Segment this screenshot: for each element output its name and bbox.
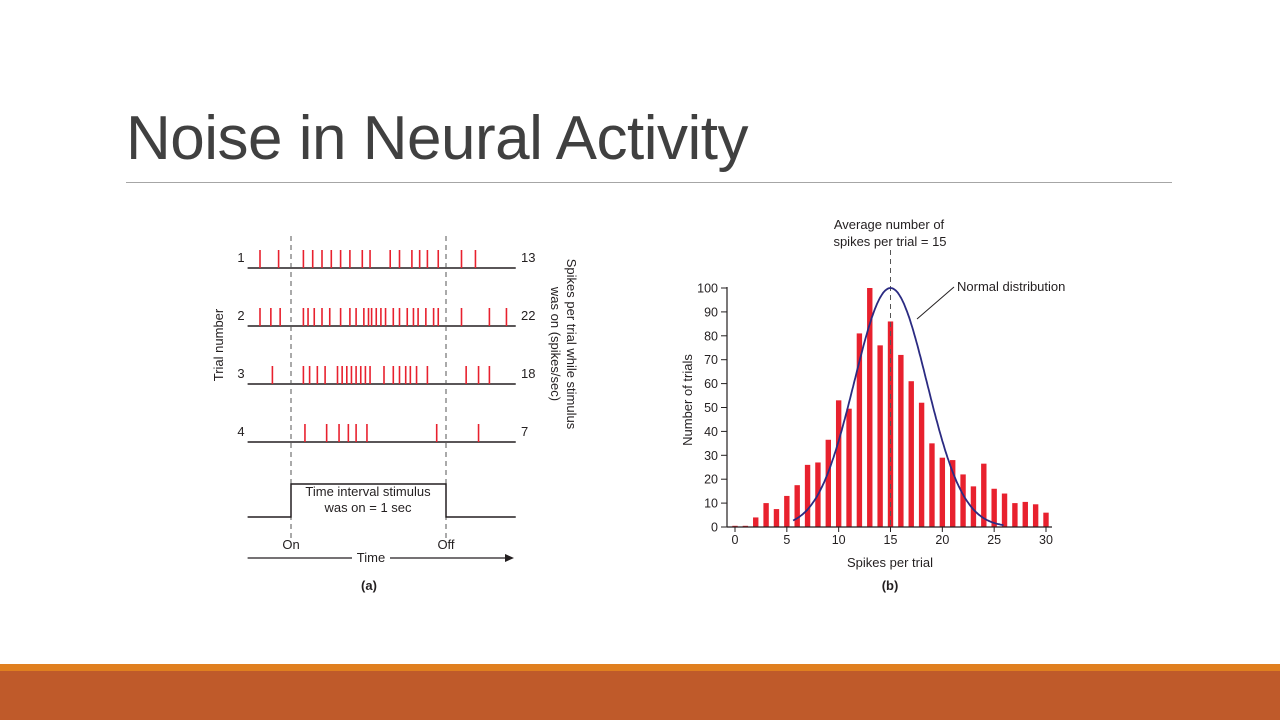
histogram-bar [846, 408, 852, 527]
stimulus-step-trace [247, 483, 516, 518]
x-tick-label: 15 [884, 533, 898, 547]
histogram-y-axis-label: Number of trials [680, 354, 695, 446]
raster-right-label-line-2: was on (spikes/sec) [548, 286, 563, 401]
panel-b-label: (b) [882, 578, 899, 593]
histogram-bar [1032, 504, 1039, 527]
y-tick-label: 50 [704, 401, 718, 415]
histogram-bar [742, 525, 749, 527]
y-tick-label: 60 [704, 377, 718, 391]
footer-bar [0, 671, 1280, 720]
x-tick-label: 20 [935, 533, 949, 547]
histogram-bar [970, 486, 977, 527]
title-divider [126, 182, 1172, 183]
panel-a-label: (a) [361, 578, 377, 593]
histogram-x-axis-label: Spikes per trial [847, 555, 933, 570]
histogram-bar [773, 509, 780, 527]
histogram-bar [815, 462, 821, 527]
trial-number-label: 4 [237, 424, 244, 439]
x-tick-label: 30 [1039, 533, 1053, 547]
histogram-bar [732, 525, 738, 527]
trial-number-label: 1 [237, 250, 244, 265]
histogram-bar [1043, 512, 1049, 527]
histogram-bar [908, 381, 914, 527]
x-tick-label: 5 [783, 533, 790, 547]
footer-accent-stripe [0, 664, 1280, 671]
y-tick-label: 20 [704, 473, 718, 487]
raster-right-label-line-1: Spikes per trial while stimulus [564, 259, 579, 430]
histogram-bar [763, 503, 769, 527]
spike-count-label: 22 [521, 308, 535, 323]
normal-distribution-curve [792, 287, 1004, 526]
y-tick-label: 0 [711, 521, 718, 535]
histogram-bar [794, 485, 800, 527]
normal-distribution-label: Normal distribution [957, 279, 1065, 294]
y-tick-label: 80 [704, 329, 718, 343]
histogram-bar [835, 400, 842, 527]
histogram-marks: 0 10 20 30 40 50 60 70 80 90 100 0 5 10 15 20 25 30 [697, 250, 1053, 547]
histogram-bar [929, 443, 935, 527]
histogram-bar [1001, 493, 1008, 527]
histogram-bar [1012, 503, 1018, 527]
stimulus-label-line-1: Time interval stimulus [305, 484, 431, 499]
average-annotation-line-2: spikes per trial = 15 [833, 234, 946, 249]
y-tick-label: 30 [704, 449, 718, 463]
stimulus-on-label: On [282, 537, 299, 552]
x-tick-label: 10 [832, 533, 846, 547]
trial-number-label: 2 [237, 308, 244, 323]
histogram-bar [887, 321, 894, 527]
trial-number-label: 3 [237, 366, 244, 381]
histogram-bar [753, 517, 759, 527]
y-tick-label: 70 [704, 353, 718, 367]
histogram-bar [856, 333, 863, 527]
spike-count-label: 18 [521, 366, 535, 381]
histogram-bar [784, 495, 790, 527]
histogram-bar [804, 464, 811, 527]
histogram-bar [825, 439, 831, 527]
x-tick-label: 25 [987, 533, 1001, 547]
spike-count-label: 7 [521, 424, 528, 439]
stimulus-label-line-2: was on = 1 sec [323, 500, 412, 515]
y-tick-label: 10 [704, 497, 718, 511]
histogram-bar [918, 402, 925, 527]
y-tick-label: 40 [704, 425, 718, 439]
histogram-bar [991, 488, 997, 527]
average-annotation-line-1: Average number of [834, 217, 945, 232]
spike-count-label: 13 [521, 250, 535, 265]
stimulus-off-label: Off [437, 537, 454, 552]
histogram-bar [960, 474, 966, 527]
raster-time-label: Time [357, 550, 385, 565]
histogram-bar [877, 345, 883, 527]
normal-distribution-pointer [916, 286, 955, 320]
slide-title: Noise in Neural Activity [126, 104, 749, 173]
histogram-bar [898, 354, 904, 527]
histogram-bar [950, 460, 956, 527]
raster-y-axis-label: Trial number [211, 308, 226, 381]
histogram-bar [981, 463, 987, 527]
spike-raster-chart: 1 132 223 184 7 Trial number Spikes per tria… [211, 236, 579, 593]
histogram-bar [867, 288, 873, 527]
time-arrow-head [505, 554, 514, 562]
raster-marks: 1 132 223 184 7 [237, 236, 535, 562]
x-tick-label: 0 [732, 533, 739, 547]
histogram-bar [939, 457, 946, 527]
y-tick-label: 90 [704, 305, 718, 319]
y-tick-label: 100 [697, 282, 718, 296]
histogram-bar [1022, 501, 1028, 527]
